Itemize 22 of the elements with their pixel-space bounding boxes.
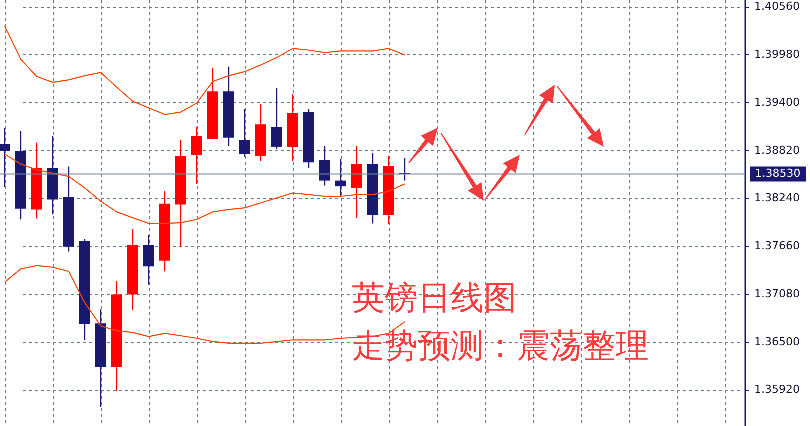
- ref-line-label: 1.38530: [755, 167, 801, 180]
- y-tick-label: 1.37080: [754, 287, 800, 300]
- y-tick-label: 1.39980: [754, 48, 800, 61]
- y-tick-label: 1.38240: [754, 192, 800, 205]
- annotation: 英镑日线图: [352, 278, 517, 318]
- y-tick-label: 1.38820: [754, 144, 800, 157]
- y-tick-label: 1.35920: [754, 383, 800, 396]
- candlestick: [240, 108, 250, 158]
- candlestick: [0, 127, 10, 188]
- y-tick-label: 1.40560: [754, 0, 800, 14]
- y-tick-label: 1.37660: [754, 240, 800, 253]
- candlestick: [192, 126, 202, 185]
- candlestick: [336, 158, 346, 198]
- y-tick-label: 1.36500: [754, 335, 800, 348]
- y-tick-label: 1.39400: [754, 96, 800, 109]
- candlestick: [320, 146, 330, 186]
- line-series: [4, 26, 406, 116]
- candlestick: [352, 146, 362, 219]
- annotation: 走势预测：震荡整理: [352, 326, 649, 366]
- candlestick: [272, 88, 282, 150]
- line-series: [4, 154, 406, 224]
- candlestick: [144, 234, 154, 286]
